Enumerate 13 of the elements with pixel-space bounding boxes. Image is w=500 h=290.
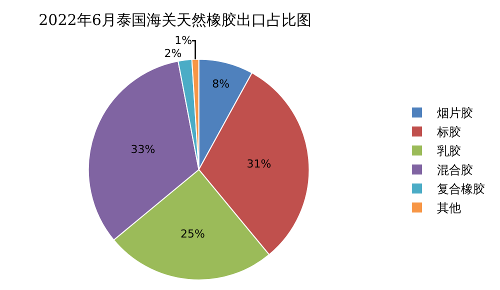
data-label: 33% [130, 143, 156, 156]
legend-label: 复合橡胶 [437, 182, 486, 196]
data-label: 1% [174, 34, 192, 48]
legend-label: 烟片胶 [437, 106, 474, 120]
data-label: 2% [164, 47, 182, 60]
legend-label: 其他 [437, 201, 462, 216]
chart-title: 2022年6月泰国海关天然橡胶出口占比图 [38, 11, 312, 29]
legend-label: 乳胶 [437, 144, 462, 158]
data-label: 25% [180, 227, 205, 240]
legend-label: 混合胶 [437, 163, 474, 178]
data-label: 31% [246, 157, 272, 170]
legend-label: 标胶 [436, 125, 462, 140]
data-label: 8% [212, 77, 230, 90]
